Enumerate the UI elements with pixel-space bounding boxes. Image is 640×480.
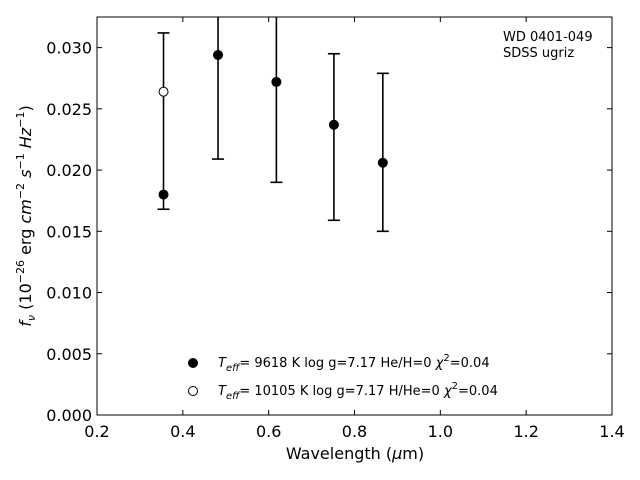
x-tick-label: 0.2 xyxy=(84,422,109,441)
legend-filled-comp: He/H=0 xyxy=(380,356,431,371)
legend-marker-filled xyxy=(188,358,198,368)
legend-open-chi2: =0.04 xyxy=(458,384,498,399)
x-tick-label: 0.4 xyxy=(170,422,195,441)
y-tick-label: 0.010 xyxy=(46,284,92,303)
legend: Teff= 9618 K log g=7.17 He/H=0 χ2=0.04 T… xyxy=(188,353,498,402)
filter-set: SDSS ugriz xyxy=(503,46,574,61)
data-point-filled xyxy=(328,119,339,130)
x-tick-label: 1.0 xyxy=(428,422,453,441)
y-tick-label: 0.025 xyxy=(46,100,92,119)
data-point-filled xyxy=(377,157,388,168)
y-axis-label: fν (10−26 erg cm−2 s−1 Hz−1) xyxy=(14,105,38,326)
y-tick-label: 0.000 xyxy=(46,406,92,425)
data-point-open xyxy=(158,86,169,97)
legend-marker-open xyxy=(188,386,198,396)
legend-open-logg: log g=7.17 xyxy=(313,384,385,399)
error-bars xyxy=(157,17,389,233)
y-tick-label: 0.015 xyxy=(46,222,92,241)
legend-open-comp: H/He=0 xyxy=(389,384,440,399)
x-tick-label: 0.8 xyxy=(342,422,367,441)
legend-open-teff: 10105 K xyxy=(254,384,308,399)
legend-entry-filled: Teff= 9618 K log g=7.17 He/H=0 χ2=0.04 xyxy=(218,353,490,374)
data-points xyxy=(158,49,388,200)
y-tick-label: 0.020 xyxy=(46,161,92,180)
x-axis-label: Wavelength (μm) xyxy=(286,444,424,463)
data-point-filled xyxy=(271,76,282,87)
data-point-filled xyxy=(158,189,169,200)
y-tick-label: 0.005 xyxy=(46,345,92,364)
object-name: WD 0401-049 xyxy=(503,30,593,45)
legend-entry-open: Teff= 10105 K log g=7.17 H/He=0 χ2=0.04 xyxy=(218,381,498,402)
x-tick-label: 1.2 xyxy=(513,422,538,441)
legend-filled-logg: log g=7.17 xyxy=(304,356,376,371)
legend-filled-teff: 9618 K xyxy=(254,356,300,371)
x-tick-label: 1.4 xyxy=(599,422,624,441)
y-tick-label: 0.030 xyxy=(46,39,92,58)
data-point-filled xyxy=(213,49,224,60)
x-tick-label: 0.6 xyxy=(256,422,281,441)
legend-filled-chi2: =0.04 xyxy=(450,356,490,371)
y-axis: 0.000 0.005 0.010 0.015 0.020 0.025 0.030 xyxy=(46,39,612,425)
x-axis: 0.2 0.4 0.6 0.8 1.0 1.2 1.4 xyxy=(84,17,625,441)
